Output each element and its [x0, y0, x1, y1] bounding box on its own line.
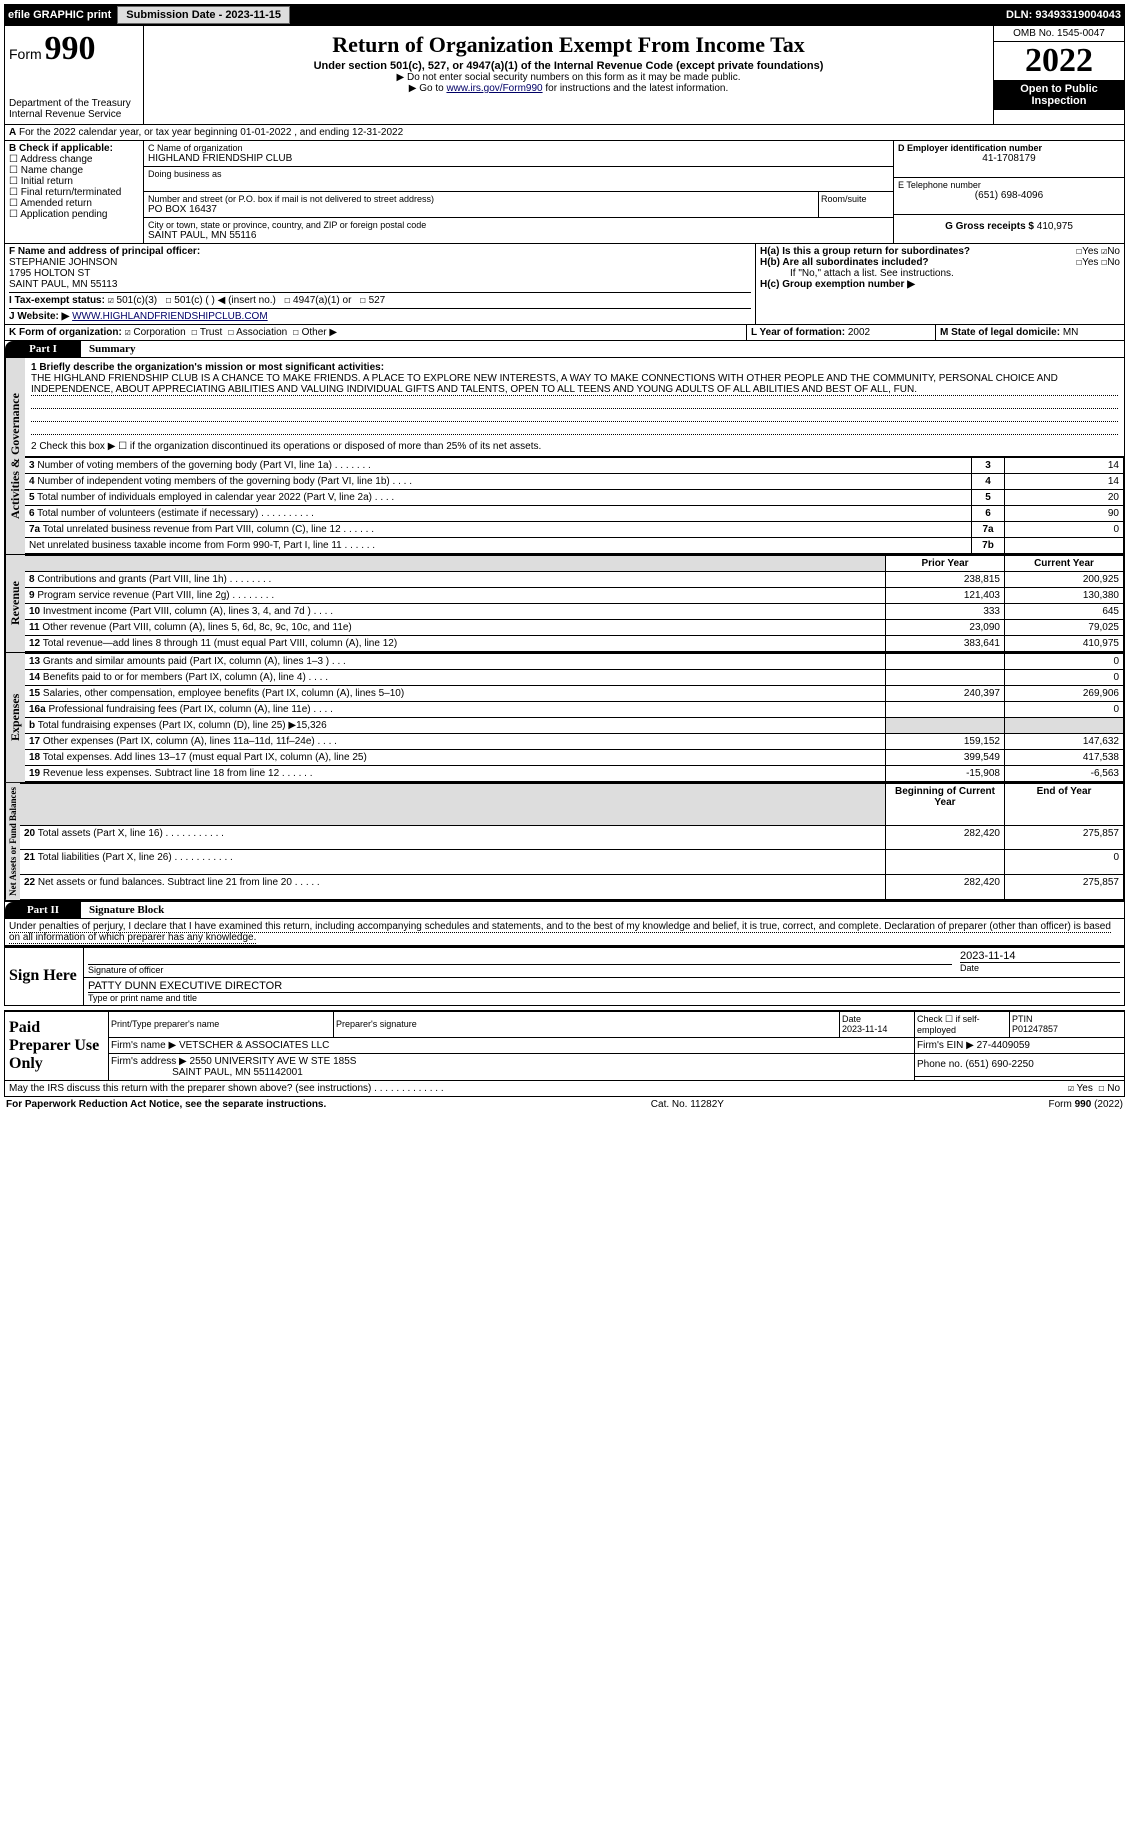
prep-date: 2023-11-14 [842, 1024, 887, 1034]
B-final[interactable]: ☐ Final return/terminated [9, 187, 139, 198]
link-note: ▶ Go to www.irs.gov/Form990 for instruct… [148, 83, 989, 94]
phone: (651) 698-4096 [898, 190, 1120, 201]
form-header: Form 990 Department of the Treasury Inte… [4, 26, 1125, 125]
ein: 41-1708179 [898, 153, 1120, 164]
website[interactable]: WWW.HIGHLANDFRIENDSHIPCLUB.COM [72, 311, 268, 322]
ptin: P01247857 [1012, 1024, 1058, 1034]
Hc: H(c) Group exemption number ▶ [760, 279, 915, 290]
officer-name: STEPHANIE JOHNSON [9, 257, 751, 268]
form-subtitle: Under section 501(c), 527, or 4947(a)(1)… [148, 60, 989, 72]
form-title: Return of Organization Exempt From Incom… [148, 32, 989, 58]
typed-lbl: Type or print name and title [88, 992, 1120, 1003]
tax-year: 2022 [994, 42, 1124, 80]
K-assoc[interactable]: ☐ [228, 327, 234, 338]
firm-addr1: 2550 UNIVERSITY AVE W STE 185S [190, 1056, 357, 1067]
strip-activities: Activities & Governance [5, 358, 25, 554]
line2: 2 Check this box ▶ ☐ if the organization… [31, 441, 1118, 452]
ft-cat: Cat. No. 11282Y [651, 1099, 724, 1110]
part2-bar: Part II [5, 902, 81, 918]
firm-addr2: SAINT PAUL, MN 551142001 [172, 1067, 303, 1078]
part2-name: Signature Block [89, 904, 164, 916]
gross-receipts: 410,975 [1037, 221, 1073, 232]
inspection-badge: Open to Public Inspection [994, 80, 1124, 110]
table-activities: 3 Number of voting members of the govern… [25, 457, 1124, 554]
org-city: SAINT PAUL, MN 55116 [148, 230, 889, 241]
org-name: HIGHLAND FRIENDSHIP CLUB [148, 153, 889, 164]
preparer-block: Paid Preparer Use Only Print/Type prepar… [4, 1010, 1125, 1081]
irs-link[interactable]: www.irs.gov/Form990 [446, 83, 542, 94]
part1-name: Summary [89, 343, 135, 355]
block-BCDE: B Check if applicable: ☐ Address change … [4, 141, 1125, 244]
F-lbl: F Name and address of principal officer: [9, 246, 751, 257]
discuss-q: May the IRS discuss this return with the… [9, 1083, 444, 1094]
ft-left: For Paperwork Reduction Act Notice, see … [6, 1099, 326, 1110]
line-A: For the 2022 calendar year, or tax year … [19, 127, 403, 138]
table-revenue: Prior YearCurrent Year8 Contributions an… [25, 555, 1124, 652]
dln: DLN: 93493319004043 [1006, 9, 1121, 21]
strip-expenses: Expenses [5, 653, 25, 782]
B-init[interactable]: ☐ Initial return [9, 176, 139, 187]
firm-ein: 27-4409059 [977, 1040, 1030, 1051]
B-name[interactable]: ☐ Name change [9, 165, 139, 176]
table-netassets: Beginning of Current YearEnd of Year20 T… [20, 783, 1124, 900]
form-word: Form [9, 46, 42, 62]
firm-name: VETSCHER & ASSOCIATES LLC [179, 1040, 329, 1051]
K-trust[interactable]: ☐ [191, 327, 197, 338]
firm-phone: (651) 690-2250 [965, 1059, 1033, 1070]
B-hdr: B Check if applicable: [9, 143, 139, 154]
G-lbl: G Gross receipts $ [945, 221, 1034, 232]
form-number: 990 [44, 30, 95, 67]
year-formation: 2002 [848, 327, 870, 338]
K-other[interactable]: ☐ [293, 327, 299, 338]
ft-right: Form 990 (2022) [1049, 1099, 1123, 1110]
top-bar: efile GRAPHIC print Submission Date - 20… [4, 4, 1125, 26]
room-lbl: Room/suite [818, 192, 893, 217]
C-lbl: C Name of organization [148, 143, 889, 153]
K-corp[interactable]: ☑ [125, 327, 131, 338]
ck-4947[interactable]: ☐ [284, 295, 290, 306]
H-note: If "No," attach a list. See instructions… [760, 268, 1120, 279]
table-expenses: 13 Grants and similar amounts paid (Part… [25, 653, 1124, 782]
officer-addr2: SAINT PAUL, MN 55113 [9, 279, 751, 290]
omb: OMB No. 1545-0047 [994, 26, 1124, 42]
D-lbl: D Employer identification number [898, 143, 1120, 153]
discuss-yes[interactable]: ☑ [1068, 1083, 1074, 1094]
B-addr[interactable]: ☐ Address change [9, 154, 139, 165]
addr-lbl: Number and street (or P.O. box if mail i… [148, 194, 814, 204]
prep-title: Paid Preparer Use Only [5, 1011, 109, 1081]
sig-date: 2023-11-14 [960, 950, 1120, 962]
ck-501c[interactable]: ☐ [165, 295, 171, 306]
officer-addr1: 1795 HOLTON ST [9, 268, 751, 279]
E-lbl: E Telephone number [898, 180, 1120, 190]
sig-lbl: Signature of officer [88, 964, 952, 975]
dept-label: Department of the Treasury [9, 98, 139, 109]
sign-block: Sign Here Signature of officer 2023-11-1… [4, 946, 1125, 1006]
ssn-note: ▶ Do not enter social security numbers o… [148, 72, 989, 83]
ck-501c3[interactable]: ☑ [108, 295, 114, 306]
typed-name: PATTY DUNN EXECUTIVE DIRECTOR [88, 980, 1120, 992]
ck-527[interactable]: ☐ [360, 295, 366, 306]
dba-lbl: Doing business as [148, 169, 889, 179]
discuss-no[interactable]: ☐ [1098, 1083, 1104, 1094]
sign-here: Sign Here [5, 947, 84, 1006]
declaration: Under penalties of perjury, I declare th… [4, 919, 1125, 946]
state-domicile: MN [1063, 327, 1079, 338]
B-app[interactable]: ☐ Application pending [9, 209, 139, 220]
strip-revenue: Revenue [5, 555, 25, 652]
date-lbl: Date [960, 962, 1120, 973]
irs-label: Internal Revenue Service [9, 109, 139, 120]
org-addr: PO BOX 16437 [148, 204, 814, 215]
submission-date-btn[interactable]: Submission Date - 2023-11-15 [117, 6, 290, 24]
block-FH: F Name and address of principal officer:… [4, 244, 1125, 325]
mission-text: THE HIGHLAND FRIENDSHIP CLUB IS A CHANCE… [31, 373, 1118, 396]
efile-label: efile GRAPHIC print [8, 9, 111, 21]
line1-lbl: 1 Briefly describe the organization's mi… [31, 362, 1118, 373]
city-lbl: City or town, state or province, country… [148, 220, 889, 230]
part1-bar: Part I [5, 341, 81, 357]
B-amend[interactable]: ☐ Amended return [9, 198, 139, 209]
strip-netassets: Net Assets or Fund Balances [5, 783, 20, 900]
